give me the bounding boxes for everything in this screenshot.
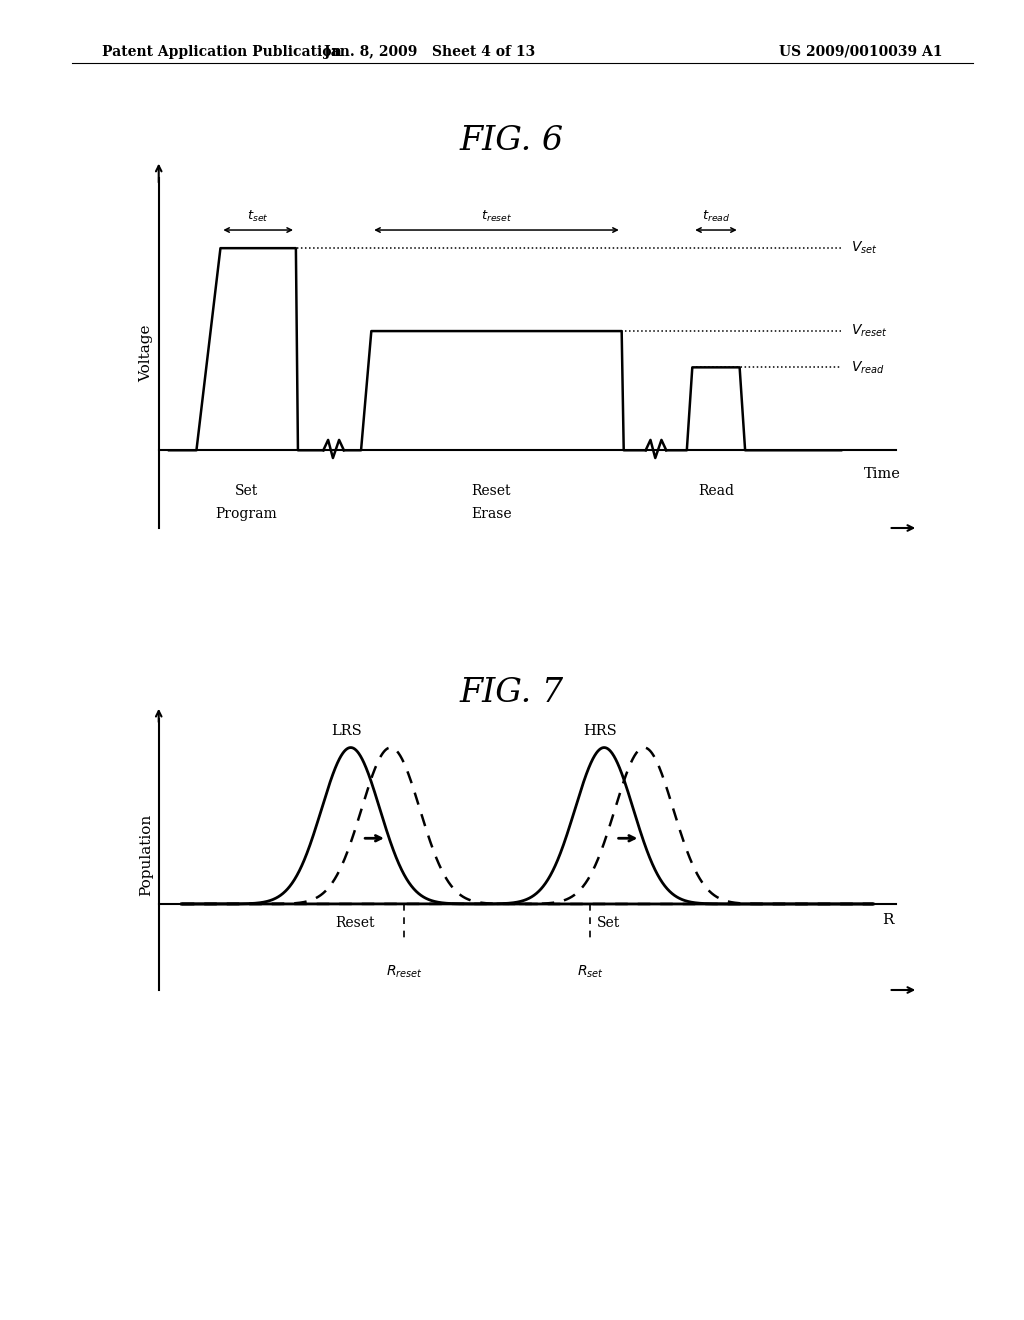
Text: $t_{read}$: $t_{read}$ (701, 209, 730, 223)
Text: $V_{set}$: $V_{set}$ (851, 240, 878, 256)
Text: Set: Set (234, 484, 258, 498)
Text: Program: Program (215, 507, 278, 521)
Text: FIG. 6: FIG. 6 (460, 125, 564, 157)
Y-axis label: Voltage: Voltage (139, 325, 154, 381)
Text: HRS: HRS (584, 725, 617, 738)
Y-axis label: Population: Population (139, 813, 154, 896)
Text: US 2009/0010039 A1: US 2009/0010039 A1 (778, 45, 942, 59)
Text: Reset: Reset (472, 484, 511, 498)
Text: Reset: Reset (335, 916, 375, 931)
Text: Read: Read (698, 484, 734, 498)
Text: R: R (883, 913, 894, 928)
Text: $R_{reset}$: $R_{reset}$ (386, 964, 423, 979)
Text: LRS: LRS (332, 725, 362, 738)
Text: Patent Application Publication: Patent Application Publication (102, 45, 342, 59)
Text: $V_{reset}$: $V_{reset}$ (851, 323, 888, 339)
Text: $R_{set}$: $R_{set}$ (577, 964, 604, 979)
Text: Jan. 8, 2009   Sheet 4 of 13: Jan. 8, 2009 Sheet 4 of 13 (325, 45, 536, 59)
Text: $V_{read}$: $V_{read}$ (851, 359, 885, 376)
Text: FIG. 7: FIG. 7 (460, 677, 564, 709)
Text: Set: Set (596, 916, 620, 931)
Text: $t_{reset}$: $t_{reset}$ (481, 209, 512, 223)
Text: Erase: Erase (471, 507, 512, 521)
Text: $t_{set}$: $t_{set}$ (248, 209, 269, 223)
Text: Time: Time (864, 467, 901, 480)
